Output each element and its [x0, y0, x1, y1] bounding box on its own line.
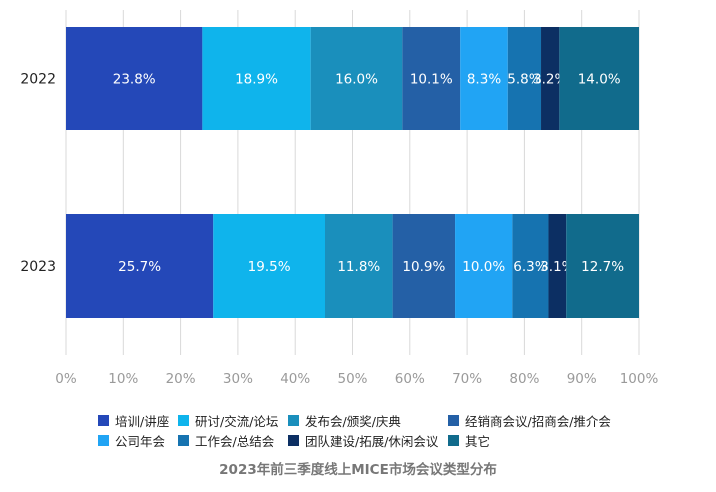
legend-label: 工作会/总结会 — [195, 434, 275, 449]
bar-segment — [324, 214, 393, 318]
x-tick-label: 0% — [55, 371, 77, 387]
legend-label: 研讨/交流/论坛 — [195, 414, 279, 429]
legend-swatch — [288, 435, 299, 446]
legend-item: 团队建设/拓展/休闲会议 — [288, 431, 438, 450]
bar-segment — [559, 27, 639, 130]
x-tick-label: 90% — [567, 371, 597, 387]
data-label: 3.1% — [540, 259, 574, 275]
y-category-label: 2023 — [20, 259, 56, 275]
bar-segment — [392, 214, 456, 318]
bar-segment — [66, 27, 203, 130]
legend-label: 经销商会议/招商会/推介会 — [465, 414, 611, 429]
legend-label: 培训/讲座 — [115, 414, 170, 429]
legend-swatch — [98, 435, 109, 446]
legend-item: 研讨/交流/论坛 — [178, 411, 278, 430]
x-tick-label: 10% — [108, 371, 138, 387]
legend-label: 团队建设/拓展/休闲会议 — [305, 434, 439, 449]
legend-swatch — [448, 415, 459, 426]
legend-label: 其它 — [465, 434, 491, 449]
legend-item: 培训/讲座 — [98, 411, 169, 430]
bar-segment — [460, 27, 508, 130]
data-label: 10.1% — [410, 72, 453, 88]
x-tick-label: 50% — [337, 371, 367, 387]
chart-title: 2023年前三季度线上MICE市场会议类型分布 — [219, 462, 497, 478]
data-label: 5.8% — [507, 72, 541, 88]
legend-item: 发布会/颁奖/庆典 — [288, 411, 401, 430]
data-label: 10.0% — [462, 259, 505, 275]
legend-item: 其它 — [448, 431, 490, 450]
x-tick-label: 70% — [452, 371, 482, 387]
stacked-bar-chart: 0% 10% 20% 30% 40% 50% 60% 70% 80% 90% 100% 2022 23.… — [20, 10, 659, 387]
bar-segment — [66, 214, 214, 318]
legend-swatch — [448, 435, 459, 446]
x-tick-label: 20% — [166, 371, 196, 387]
legend-swatch — [178, 435, 189, 446]
bar-segment — [507, 27, 542, 130]
legend-label: 发布会/颁奖/庆典 — [305, 414, 401, 429]
data-label: 18.9% — [235, 72, 278, 88]
bar-segment — [548, 214, 567, 318]
x-tick-label: 80% — [509, 371, 539, 387]
x-tick-label: 100% — [620, 371, 659, 387]
data-label: 10.9% — [402, 259, 445, 275]
y-category-label: 2022 — [20, 72, 56, 88]
bar-segment — [541, 27, 560, 130]
data-label: 19.5% — [248, 259, 291, 275]
bar-segment — [310, 27, 403, 130]
data-label: 11.8% — [337, 259, 380, 275]
legend-swatch — [288, 415, 299, 426]
legend-swatch — [178, 415, 189, 426]
bar-segment — [455, 214, 513, 318]
data-label: 16.0% — [335, 72, 378, 88]
legend-item: 工作会/总结会 — [178, 431, 274, 450]
x-tick-label: 30% — [223, 371, 253, 387]
data-label: 6.3% — [513, 259, 547, 275]
legend-item: 公司年会 — [98, 431, 165, 450]
x-tick-label: 60% — [395, 371, 425, 387]
bar-segment — [202, 27, 311, 130]
legend-label: 公司年会 — [115, 434, 166, 449]
data-label: 12.7% — [581, 259, 624, 275]
data-label: 3.2% — [533, 72, 567, 88]
x-tick-label: 40% — [280, 371, 310, 387]
data-label: 8.3% — [467, 72, 501, 88]
legend-swatch — [98, 415, 109, 426]
bar-segment — [512, 214, 549, 318]
bar-segment — [566, 214, 639, 318]
data-label: 25.7% — [118, 259, 161, 275]
data-label: 14.0% — [578, 72, 621, 88]
bar-segment — [402, 27, 461, 130]
legend-item: 经销商会议/招商会/推介会 — [448, 411, 611, 430]
bar-segment — [213, 214, 325, 318]
data-label: 23.8% — [113, 72, 156, 88]
